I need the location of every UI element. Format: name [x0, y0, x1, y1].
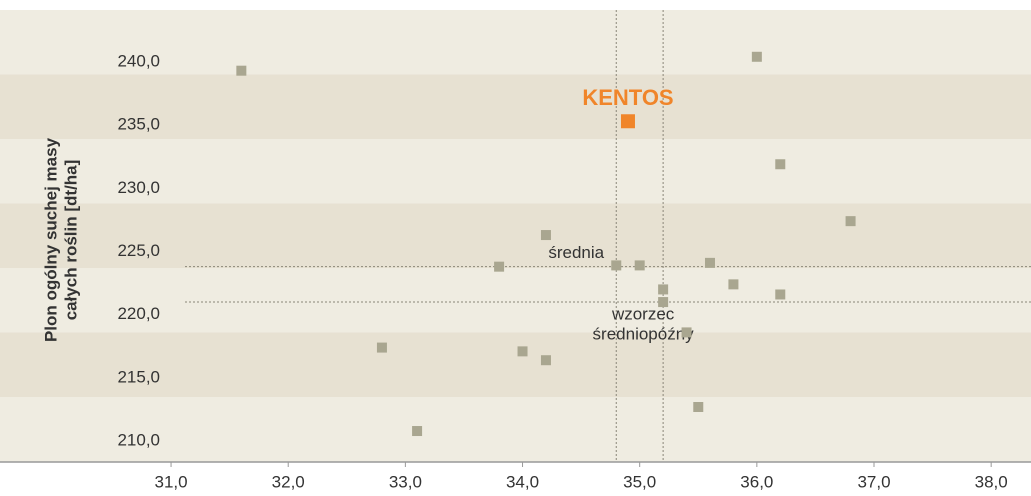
y-axis-title: Plon ogólny suchej masy: [41, 137, 60, 342]
reference-label: średnia: [548, 243, 604, 262]
band: [0, 203, 1031, 268]
x-tick-label: 34,0: [506, 472, 539, 491]
point: [540, 230, 551, 241]
point: [517, 346, 528, 357]
y-tick-label: 230,0: [117, 178, 160, 197]
point: [658, 284, 669, 295]
point: [775, 289, 786, 300]
band: [0, 268, 1031, 333]
y-tick-label: 220,0: [117, 304, 160, 323]
point: [728, 279, 739, 290]
y-tick-label: 215,0: [117, 367, 160, 386]
point: [634, 260, 645, 271]
x-tick-label: 38,0: [975, 472, 1008, 491]
y-tick-label: 225,0: [117, 241, 160, 260]
band: [0, 139, 1031, 204]
y-tick-label: 210,0: [117, 431, 160, 450]
band: [0, 332, 1031, 397]
y-tick-label: 235,0: [117, 115, 160, 134]
x-tick-label: 32,0: [272, 472, 305, 491]
point: [236, 65, 247, 76]
highlight-label: KENTOS: [582, 85, 673, 110]
point: [693, 402, 704, 413]
x-tick-label: 35,0: [623, 472, 656, 491]
band: [0, 397, 1031, 462]
point: [658, 297, 669, 308]
reference-label: średniopóźny: [593, 325, 695, 344]
point: [611, 260, 622, 271]
y-tick-label: 240,0: [117, 51, 160, 70]
x-tick-label: 36,0: [740, 472, 773, 491]
reference-label: wzorzec: [611, 305, 675, 324]
point: [494, 261, 505, 272]
x-tick-label: 37,0: [857, 472, 890, 491]
highlight-point: [620, 114, 635, 129]
point: [775, 159, 786, 170]
x-tick-label: 33,0: [389, 472, 422, 491]
y-axis-title: całych roślin [dt/ha]: [61, 160, 80, 321]
point: [412, 426, 423, 437]
point: [751, 51, 762, 62]
x-tick-label: 31,0: [155, 472, 188, 491]
point: [845, 216, 856, 227]
band: [0, 74, 1031, 139]
point: [681, 327, 692, 338]
point: [704, 257, 715, 268]
point: [540, 355, 551, 366]
point: [376, 342, 387, 353]
band: [0, 10, 1031, 75]
